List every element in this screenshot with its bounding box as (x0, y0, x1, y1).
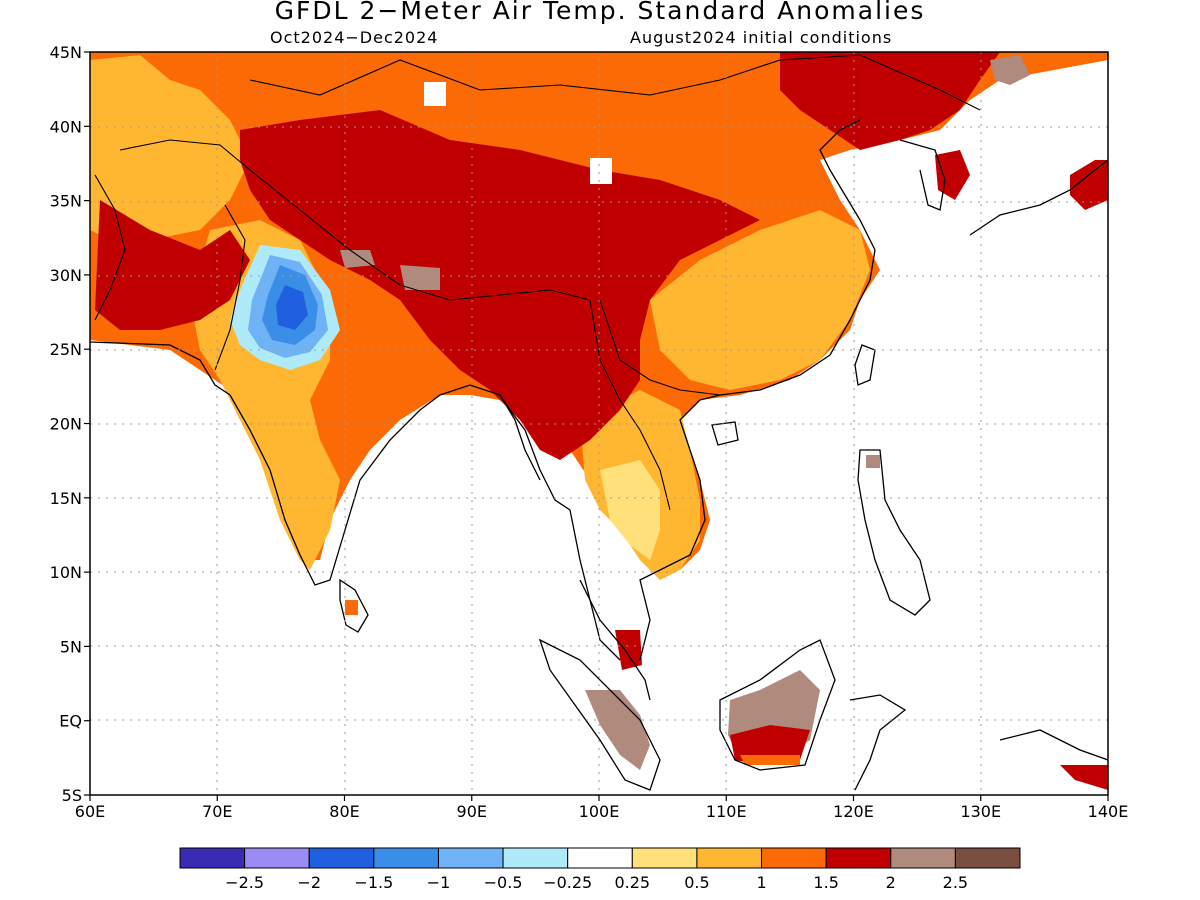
colorbar-swatch (502, 847, 569, 869)
colorbar-label: 0.25 (614, 873, 650, 892)
lat-label: 25N (50, 340, 82, 359)
border-china-north (249, 54, 981, 111)
colorbar-swatch (825, 847, 892, 869)
lon-label: 60E (75, 802, 105, 821)
colorbar-label: 2 (886, 873, 896, 892)
brown-patch-tibet (400, 265, 440, 290)
colorbar-label: −0.5 (484, 873, 523, 892)
colorbar-swatch (373, 847, 439, 869)
colorbar-swatch (567, 847, 633, 869)
border-afghanistan (119, 139, 251, 171)
lat-label: EQ (59, 712, 82, 731)
dark-red-west (95, 200, 250, 330)
brown-patch-northeast (990, 55, 1030, 85)
colorbar-swatch (179, 847, 246, 869)
colorbar-label: 1 (756, 873, 766, 892)
borneo-orange (740, 755, 800, 765)
dark-red-tibet (240, 110, 760, 460)
brown-patch-himalaya (340, 250, 375, 268)
newguinea-coast (999, 729, 1108, 761)
lon-label: 130E (960, 802, 1001, 821)
lon-label: 110E (706, 802, 747, 821)
colorbar-label: −2.5 (225, 873, 264, 892)
malay-coast (579, 579, 651, 701)
indochina-coast (639, 394, 721, 661)
philippines-coast (857, 449, 931, 616)
neutral-patch-2 (590, 158, 612, 184)
colorbar-swatch (696, 847, 763, 869)
lat-label: 10N (50, 563, 82, 582)
sumatra-coast (538, 638, 661, 791)
dark-red-korea (935, 150, 970, 200)
sumatra-anomaly (585, 690, 650, 770)
colorbar-swatch (244, 847, 310, 869)
neutral-patch-1 (424, 82, 446, 106)
lat-label: 40N (50, 117, 82, 136)
india-coast (90, 341, 621, 661)
colorbar-swatch (890, 847, 956, 869)
lon-label: 140E (1088, 802, 1129, 821)
colorbar-label: 2.5 (943, 873, 968, 892)
lat-label: 5N (60, 637, 82, 656)
japan-coast (969, 159, 1108, 236)
border-indochina (589, 299, 671, 511)
coastlines (90, 119, 1108, 791)
lat-label: 20N (50, 415, 82, 434)
borders (94, 54, 981, 511)
colorbar-label: 0.5 (684, 873, 709, 892)
border-himalaya (249, 169, 591, 301)
gridlines (90, 52, 1108, 795)
colorbar-label: 1.5 (813, 873, 838, 892)
dark-red-northeast (780, 52, 1000, 150)
lat-label: 30N (50, 266, 82, 285)
lon-label: 120E (833, 802, 874, 821)
newguinea-red (1060, 765, 1108, 790)
sumatra-red (615, 630, 642, 670)
lon-label: 80E (329, 802, 359, 821)
colorbar: −2.5 −2 −1.5 −1 −0.5 −0.25 0.25 0.5 1 1.5 2 2.5 (179, 847, 1021, 892)
colorbar-label: −1.5 (354, 873, 393, 892)
border-iran (94, 174, 126, 321)
lat-label: 5S (62, 786, 82, 805)
colorbar-label: −1 (427, 873, 451, 892)
colorbar-label: −0.25 (543, 873, 592, 892)
blue-anomaly-peak (276, 285, 308, 330)
korea-coast (899, 139, 946, 211)
taiwan-coast (854, 344, 876, 386)
lon-label: 70E (202, 802, 232, 821)
sulawesi-coast (849, 694, 907, 791)
colorbar-swatch (308, 847, 375, 869)
colorbar-swatch (437, 847, 504, 869)
lon-label: 90E (457, 802, 487, 821)
lon-label: 100E (579, 802, 620, 821)
chart-title: GFDL 2−Meter Air Temp. Standard Anomalie… (274, 0, 926, 25)
initial-conditions: August2024 initial conditions (630, 28, 893, 47)
china-coast (719, 119, 876, 396)
colorbar-label: −2 (297, 873, 321, 892)
yellow-indochina (600, 460, 660, 560)
sri-lanka-coast (339, 578, 369, 633)
philippines-patch (866, 455, 880, 468)
border-pakistan-india (214, 204, 246, 371)
hainan-coast (711, 421, 739, 446)
dark-red-japan (1070, 160, 1108, 210)
colorbar-swatch (761, 847, 827, 869)
sri-lanka-patch (345, 600, 358, 615)
forecast-period: Oct2024−Dec2024 (270, 28, 439, 47)
light-orange-se-china (650, 210, 870, 390)
colorbar-swatch (631, 847, 698, 869)
lat-label: 15N (50, 489, 82, 508)
myanmar-coast (499, 394, 541, 481)
border-china-sea (599, 299, 721, 396)
lat-label: 45N (50, 43, 82, 62)
light-orange-west (90, 55, 250, 240)
colorbar-swatch (954, 847, 1021, 869)
lat-label: 35N (50, 192, 82, 211)
